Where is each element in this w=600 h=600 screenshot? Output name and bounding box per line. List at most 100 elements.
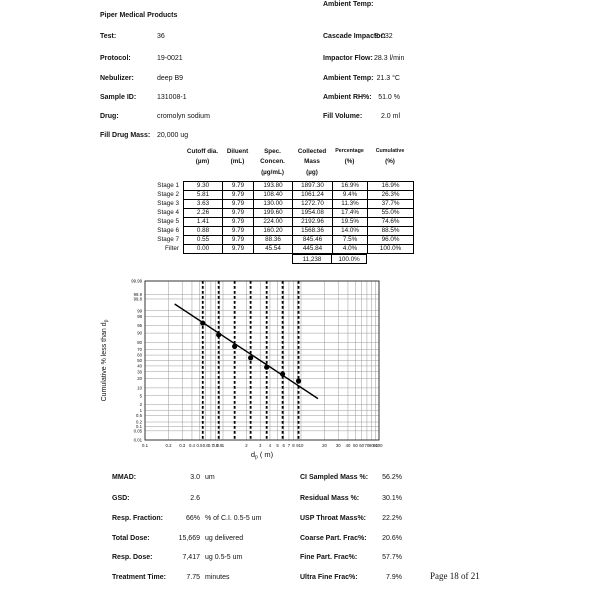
x-tick-label: 3 bbox=[259, 443, 262, 448]
y-tick-label: 0.2 bbox=[136, 420, 143, 425]
x-tick-label: 7 bbox=[288, 443, 291, 448]
data-point bbox=[280, 371, 286, 377]
table-cell: 9.79 bbox=[222, 181, 254, 191]
field-value: cromolyn sodium bbox=[157, 113, 210, 120]
table-cell: 2192.96 bbox=[292, 217, 333, 227]
table-cell: 193.80 bbox=[253, 181, 293, 191]
y-tick-label: 40 bbox=[137, 364, 142, 369]
plot-border bbox=[144, 280, 380, 441]
y-tick-label: 99.8 bbox=[134, 297, 143, 302]
x-tick-label: 20 bbox=[322, 443, 327, 448]
stat-unit: % of C.I. 0.5-5 um bbox=[205, 515, 262, 522]
column-header: Diluent bbox=[226, 148, 249, 155]
column-header: (mL) bbox=[230, 158, 245, 165]
table-cell: 1897.30 bbox=[292, 181, 333, 191]
table-cell: 2.26 bbox=[183, 208, 223, 218]
y-tick-label: 99.9 bbox=[134, 292, 143, 297]
field-value: deep B9 bbox=[157, 75, 184, 82]
y-tick-label: 95 bbox=[137, 323, 142, 328]
x-tick-label: 0.6 bbox=[203, 443, 210, 448]
table-cell: 55.0% bbox=[367, 208, 414, 218]
stat-label: Total Dose: bbox=[112, 535, 150, 542]
x-tick-label: 8 bbox=[292, 443, 295, 448]
y-tick-label: 1 bbox=[140, 408, 143, 413]
stat-value: 56.2% bbox=[382, 474, 402, 481]
table-cell: 0.55 bbox=[183, 235, 223, 245]
table-cell: 199.60 bbox=[253, 208, 293, 218]
field-value: 20,000 ug bbox=[157, 132, 189, 139]
table-row: 0.00 9.79 45.54 445.84 4.0% 100.0% bbox=[183, 244, 414, 254]
table-row: 0.88 9.79 160.20 1568.36 14.0% 88.5% bbox=[183, 226, 414, 236]
table-cell: 37.7% bbox=[367, 199, 414, 209]
stat-label: MMAD: bbox=[112, 474, 137, 481]
table-cell: 16.9% bbox=[367, 181, 414, 191]
field-value: 19-0021 bbox=[157, 55, 183, 62]
table-row: 1.41 9.79 224.00 2192.96 19.5% 74.6% bbox=[183, 217, 414, 227]
stage-row-label: Stage 4 bbox=[157, 208, 179, 216]
table-total-percentage: 100.0% bbox=[331, 254, 367, 264]
table-row: 2.26 9.79 199.60 1954.08 17.4% 55.0% bbox=[183, 208, 414, 218]
column-header: Collected bbox=[297, 148, 327, 155]
field-label: Impactor Flow: bbox=[323, 55, 373, 62]
table-cell: 1954.08 bbox=[292, 208, 333, 218]
x-tick-label: 0.5 bbox=[197, 443, 204, 448]
x-tick-label: 30 bbox=[336, 443, 341, 448]
stat-label: Resp. Fraction: bbox=[112, 515, 163, 522]
table-row: 5.81 9.79 108.40 1061.24 9.4% 26.3% bbox=[183, 190, 414, 200]
x-tick-label: 4 bbox=[269, 443, 272, 448]
table-cell: 88.5% bbox=[367, 226, 414, 236]
field-label: Fill Drug Mass: bbox=[100, 132, 151, 139]
y-tick-label: 99 bbox=[137, 308, 142, 313]
table-cell: 26.3% bbox=[367, 190, 414, 200]
x-axis-title: dp ( m) bbox=[251, 450, 274, 461]
y-tick-label: 60 bbox=[137, 353, 142, 358]
table-cell: 9.79 bbox=[222, 244, 254, 254]
table-row: 0.55 9.79 88.36 845.46 7.5% 96.0% bbox=[183, 235, 414, 245]
stat-unit: ug delivered bbox=[205, 535, 244, 542]
stat-value: 7.75 bbox=[186, 574, 200, 581]
table-cell: 160.20 bbox=[253, 226, 293, 236]
y-tick-label: 2 bbox=[140, 402, 143, 407]
y-tick-label: 80 bbox=[137, 340, 142, 345]
table-cell: 108.40 bbox=[253, 190, 293, 200]
stat-value: 66% bbox=[185, 515, 200, 522]
x-tick-label: 80 bbox=[369, 443, 374, 448]
table-cell: 1.41 bbox=[183, 217, 223, 227]
y-tick-label: 98 bbox=[137, 314, 142, 319]
table-cell: 11.3% bbox=[332, 199, 368, 209]
x-tick-label: 0.4 bbox=[189, 443, 196, 448]
x-tick-label: 0.9 bbox=[216, 443, 223, 448]
table-cell: 845.46 bbox=[292, 235, 333, 245]
y-tick-label: 10 bbox=[137, 385, 142, 390]
x-tick-label: 60 bbox=[359, 443, 364, 448]
table-cell: 1272.70 bbox=[292, 199, 333, 209]
stat-label: GSD: bbox=[112, 495, 130, 502]
field-label: Sample ID: bbox=[100, 94, 137, 101]
field-value: 28.3 l/min bbox=[374, 55, 405, 62]
table-cell: 9.30 bbox=[183, 181, 223, 191]
table-cell: 9.79 bbox=[222, 217, 254, 227]
column-header: (%) bbox=[385, 158, 395, 165]
table-cell: 445.84 bbox=[292, 244, 333, 254]
stat-value: 30.1% bbox=[382, 495, 402, 502]
field-label: Fill Volume: bbox=[323, 113, 363, 120]
stat-label: Ultra Fine Frac%: bbox=[300, 574, 358, 581]
table-cell: 16.9% bbox=[332, 181, 368, 191]
table-cell: 5.81 bbox=[183, 190, 223, 200]
stat-value: 7.9% bbox=[386, 574, 402, 581]
stat-unit: ug 0.5-5 um bbox=[205, 554, 243, 561]
column-header: Cumulative bbox=[375, 148, 405, 154]
field-label: Protocol: bbox=[100, 55, 131, 62]
stage-row-label: Stage 2 bbox=[157, 190, 179, 198]
y-tick-label: 0.1 bbox=[136, 424, 143, 429]
stage-row-label: Stage 1 bbox=[157, 181, 179, 189]
x-tick-label: 0.2 bbox=[165, 443, 172, 448]
table-cell: 1568.36 bbox=[292, 226, 333, 236]
field-value: 51.0 % bbox=[378, 94, 400, 101]
field-label: Ambient RH%: bbox=[323, 94, 372, 101]
table-cell: 19.5% bbox=[332, 217, 368, 227]
x-tick-label: 1 bbox=[222, 443, 225, 448]
table-cell: 224.00 bbox=[253, 217, 293, 227]
column-header: Concen. bbox=[260, 158, 285, 165]
column-header: (µg) bbox=[306, 169, 318, 176]
